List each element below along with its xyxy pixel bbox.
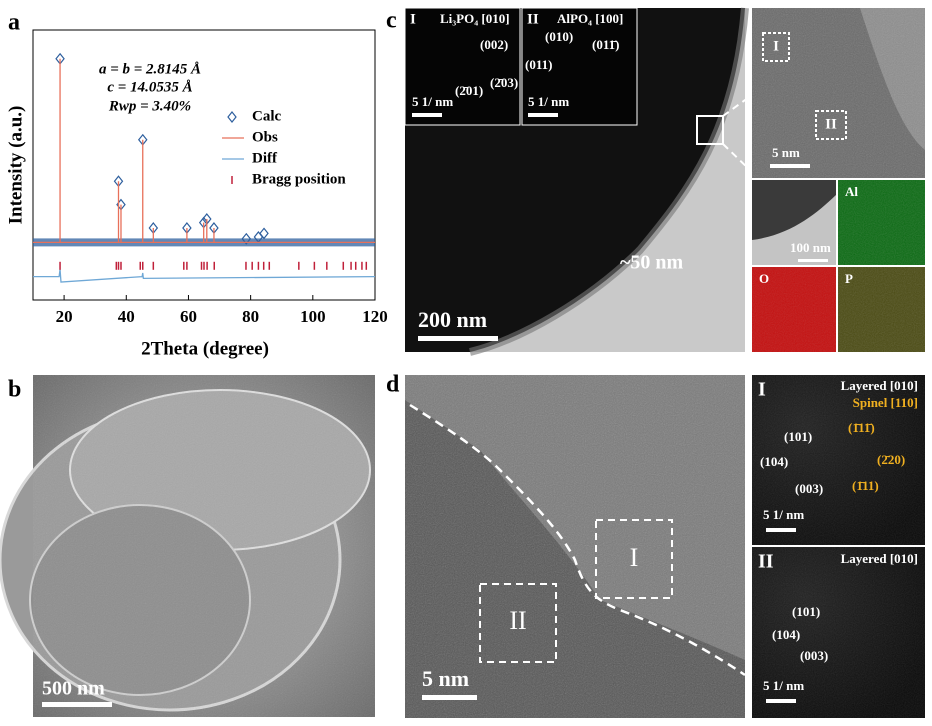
annotation: a = b = 2.8145 Å bbox=[99, 61, 201, 77]
spot: (1̄11) bbox=[852, 478, 879, 493]
spot: (010) bbox=[545, 29, 573, 44]
annotation: c = 14.0535 Å bbox=[107, 79, 192, 95]
tem-image: ~50 nm 200 nm I Li₃PO₄ [010] (002) (2̄01… bbox=[404, 7, 925, 356]
roman: I bbox=[410, 11, 416, 27]
panel-label: d bbox=[386, 372, 400, 398]
x-tick-label: 40 bbox=[118, 307, 135, 326]
legend-label: Obs bbox=[252, 129, 278, 145]
calc-marker bbox=[241, 232, 252, 245]
region-label: II bbox=[825, 116, 837, 132]
region-label: I bbox=[773, 38, 779, 54]
calc-marker bbox=[259, 227, 269, 240]
spot: (2̄20) bbox=[877, 452, 905, 467]
spot: (011) bbox=[525, 57, 552, 72]
element-label: Al bbox=[845, 184, 858, 199]
spot: (2̄01) bbox=[455, 83, 483, 98]
scale-label: 5 nm bbox=[772, 145, 800, 160]
calc-marker bbox=[227, 111, 237, 123]
spot: (101) bbox=[792, 604, 820, 619]
fft-title: Layered [010] bbox=[841, 551, 918, 566]
x-tick-label: 20 bbox=[56, 307, 73, 326]
x-axis-label: 2Theta (degree) bbox=[141, 338, 269, 359]
region-label: II bbox=[509, 606, 526, 635]
element-label: O bbox=[759, 271, 769, 286]
thickness-label: ~50 nm bbox=[620, 252, 684, 274]
plot-frame bbox=[32, 29, 376, 301]
x-tick-label: 120 bbox=[362, 307, 388, 326]
y-axis-label: Intensity (a.u.) bbox=[5, 106, 26, 225]
region-label: I bbox=[630, 543, 639, 572]
panel-label: a bbox=[8, 10, 20, 36]
hrtem-image: I II 5 nm I Layered [010] Spinel [110] (… bbox=[405, 375, 925, 718]
scale-label: 200 nm bbox=[418, 307, 487, 332]
spot: (104) bbox=[760, 454, 788, 469]
scale-label: 5 nm bbox=[422, 666, 469, 691]
scale-label: 5 1/ nm bbox=[528, 94, 569, 109]
spot: (2̄03) bbox=[490, 75, 518, 90]
series-line bbox=[33, 58, 375, 244]
x-tick-label: 60 bbox=[180, 307, 197, 326]
xrd-chart: 2Theta (degree) Intensity (a.u.) a = b =… bbox=[5, 29, 388, 359]
inset-title: AlPO₄ [100] bbox=[557, 11, 623, 26]
spot: (003) bbox=[795, 481, 823, 496]
inset-title: Li₃PO₄ [010] bbox=[440, 11, 510, 26]
fft-title: Layered [010] bbox=[841, 378, 918, 393]
x-tick-label: 80 bbox=[242, 307, 259, 326]
spot: (101) bbox=[784, 429, 812, 444]
roman: I bbox=[758, 379, 766, 401]
scale-label: 5 1/ nm bbox=[763, 678, 804, 693]
panel-label: c bbox=[386, 8, 397, 34]
series-line bbox=[33, 269, 376, 283]
spot: (104) bbox=[772, 627, 800, 642]
spot: (002) bbox=[480, 37, 508, 52]
legend-label: Bragg position bbox=[252, 171, 346, 187]
legend-label: Calc bbox=[252, 108, 282, 124]
x-tick-label: 100 bbox=[300, 307, 326, 326]
annotation: Rwp = 3.40% bbox=[108, 98, 191, 114]
element-label: P bbox=[845, 271, 853, 286]
spot: (011̄) bbox=[592, 37, 619, 52]
fft-title: Spinel [110] bbox=[853, 395, 918, 410]
spot: (003) bbox=[800, 648, 828, 663]
roman: II bbox=[527, 11, 539, 27]
panel-label: b bbox=[8, 377, 21, 403]
scale-label: 5 1/ nm bbox=[412, 94, 453, 109]
scale-label: 500 nm bbox=[42, 678, 105, 700]
spot: (1̄11̄) bbox=[848, 420, 875, 435]
legend-label: Diff bbox=[252, 150, 278, 166]
scale-label: 5 1/ nm bbox=[763, 507, 804, 522]
scale-label: 100 nm bbox=[790, 240, 831, 255]
sem-image: 500 nm bbox=[0, 375, 375, 717]
roman: II bbox=[758, 551, 774, 573]
